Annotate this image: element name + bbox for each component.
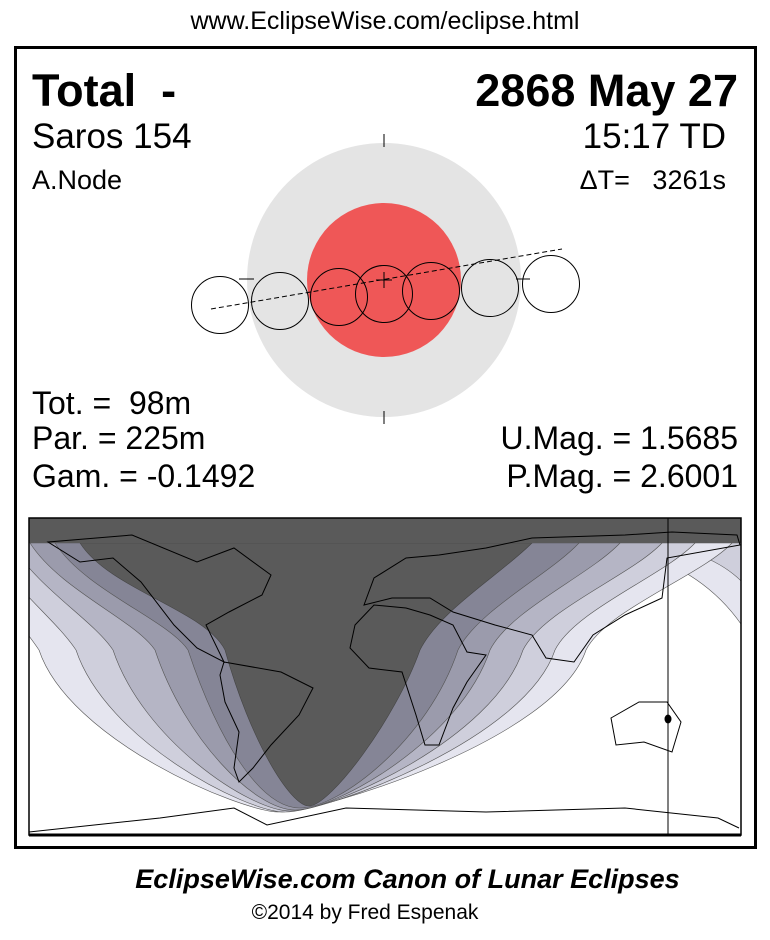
delta-t: ΔT= 3261s [579, 165, 726, 195]
totality-duration: Tot. = 98m [32, 385, 192, 421]
saros-number: Saros 154 [32, 117, 192, 156]
partial-duration: Par. = 225m [32, 420, 206, 456]
eclipse-type: Total - [32, 65, 177, 116]
footer-copyright: ©2014 by Fred Espenak [251, 901, 479, 924]
eclipse-date: 2868 May 27 [475, 65, 738, 116]
penumbral-magnitude: P.Mag. = 2.6001 [506, 458, 738, 494]
umbral-magnitude: U.Mag. = 1.5685 [500, 420, 738, 456]
eclipse-time: 15:17 TD [582, 117, 726, 156]
node-label: A.Node [32, 165, 123, 195]
footer-title: EclipseWise.com Canon of Lunar Eclipses [135, 864, 680, 894]
eclipse-frame [14, 46, 757, 849]
gamma-value: Gam. = -0.1492 [32, 458, 256, 494]
page-url: www.EclipseWise.com/eclipse.html [190, 7, 580, 35]
